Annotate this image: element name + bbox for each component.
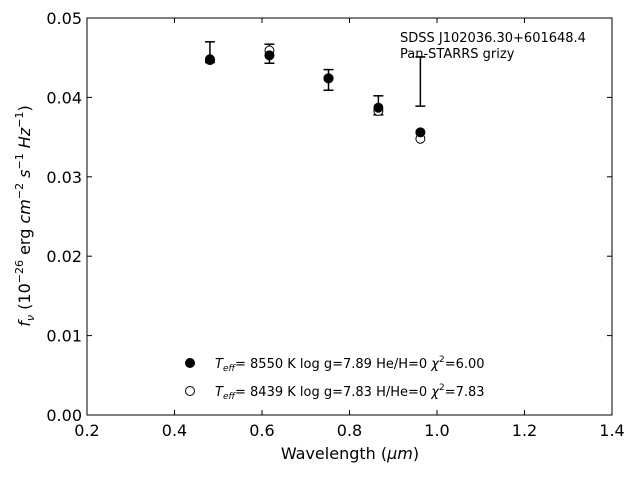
axis-ticks [86,17,613,416]
legend: Teff= 8550 K log g=7.89 He/H=0 χ2=6.00 T… [185,355,485,402]
x-tick-label: 0.2 [74,421,99,440]
model-point-filled [204,54,215,65]
x-tick-label: 0.6 [249,421,274,440]
error-bars [204,41,426,116]
plot-frame [86,17,613,416]
legend-label-model-1: Teff= 8550 K log g=7.89 He/H=0 χ2=6.00 [215,355,485,374]
data-points [204,45,426,144]
y-axis-label: fν (10−26 erg cm−2 s−1 Hz−1) [13,105,37,326]
model-point-filled [373,102,384,113]
legend-marker-open [185,386,195,396]
legend-marker-filled [185,358,195,368]
y-tick-label: 0.05 [46,9,82,28]
y-tick-label: 0.00 [46,406,82,425]
y-tick-label: 0.03 [46,168,82,187]
y-tick-label: 0.02 [46,247,82,266]
y-tick-label: 0.01 [46,327,82,346]
x-tick-label: 1.0 [424,421,449,440]
model-point-filled [415,127,426,138]
x-tick-label: 1.4 [599,421,624,440]
annotation-object: SDSS J102036.30+601648.4 [400,31,586,46]
y-tick-label: 0.04 [46,88,82,107]
x-tick-label: 1.2 [512,421,537,440]
x-axis-label: Wavelength (μm) [281,444,419,463]
tick-labels: 0.2 0.4 0.6 0.8 1.0 1.2 1.4 0.00 0.01 0.02 0.03 0.0… [46,9,624,440]
legend-label-model-2: Teff= 8439 K log g=7.83 H/He=0 χ2=7.83 [215,383,485,402]
x-tick-label: 0.4 [162,421,187,440]
x-tick-label: 0.8 [337,421,362,440]
model-point-filled [323,73,334,84]
annotation-survey: Pan-STARRS grizy [400,47,515,62]
model-point-filled [264,50,275,61]
